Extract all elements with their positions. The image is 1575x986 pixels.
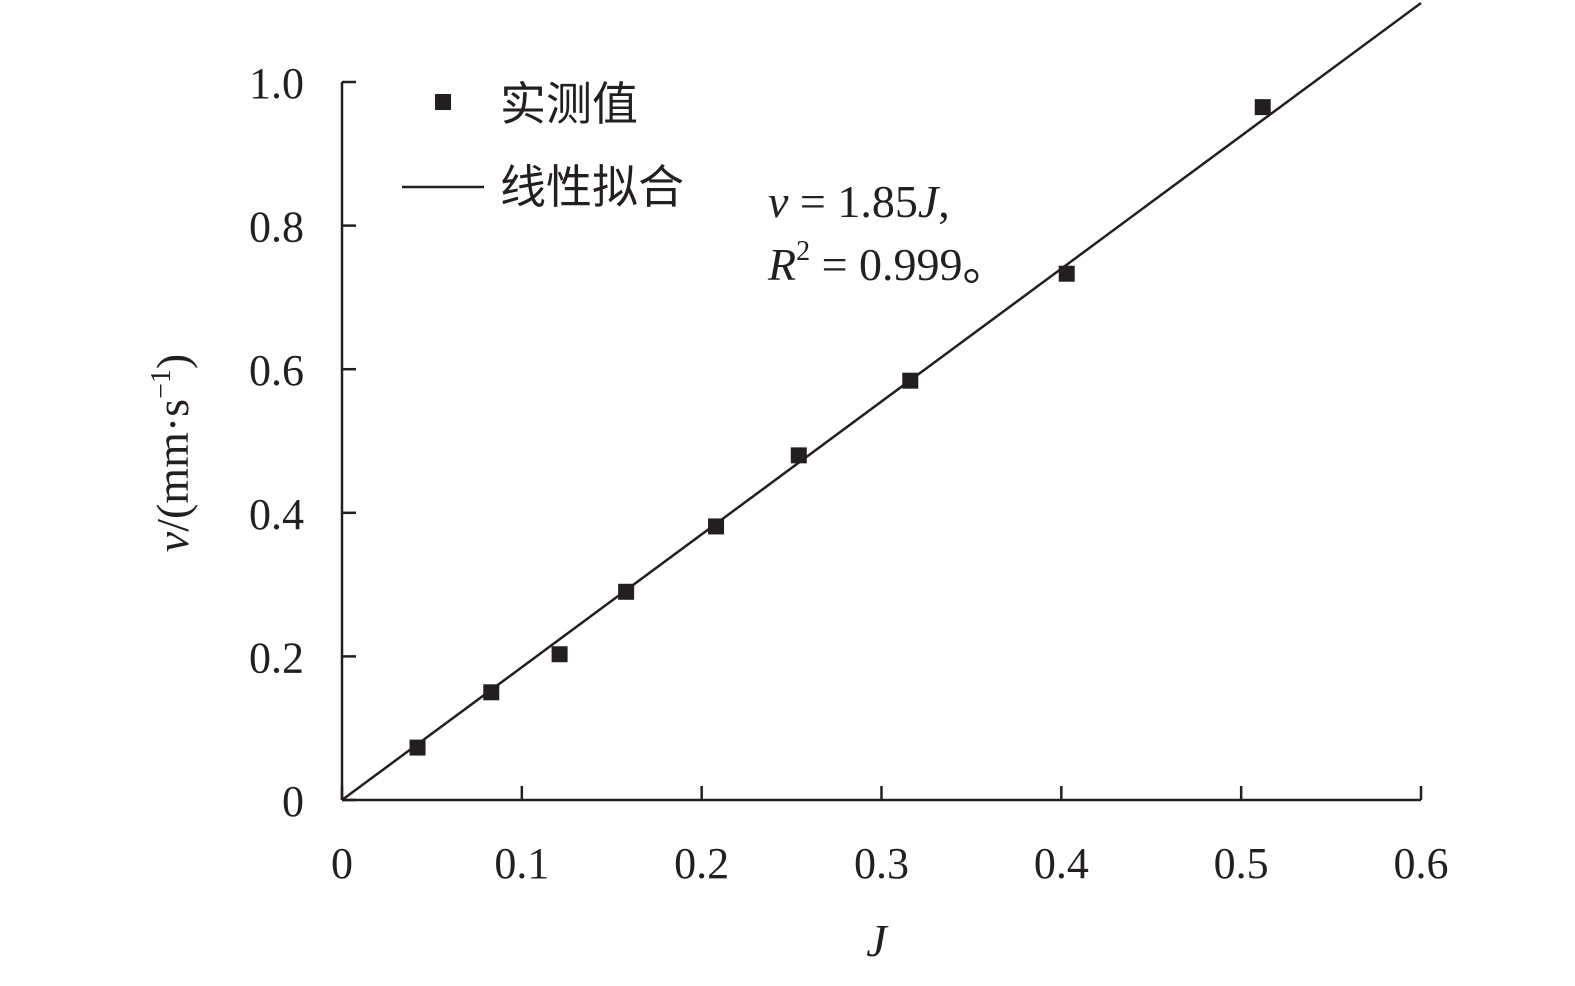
legend-marker-square	[435, 94, 451, 110]
x-tick-label: 0.6	[1394, 839, 1449, 888]
x-axis-title: J	[866, 915, 889, 966]
x-tick-label: 0.4	[1034, 839, 1089, 888]
data-point	[409, 739, 426, 756]
y-tick-label: 0.4	[249, 490, 304, 539]
y-tick-label: 0	[282, 777, 304, 826]
y-ticks: 0 0.2 0.4 0.6 0.8 1.0	[249, 59, 356, 826]
y-tick-label: 0.8	[249, 203, 304, 252]
r-superscript: 2	[796, 236, 810, 267]
r-squared: R2 = 0.999。	[767, 236, 1009, 290]
legend-label-fit: 线性拟合	[500, 160, 684, 214]
y-axis-title-close: )	[147, 354, 198, 369]
equation-J: J	[918, 176, 941, 227]
x-tick-label: 0.5	[1214, 839, 1269, 888]
data-point	[1254, 99, 1271, 116]
fit-equation-annotation: v = 1.85J, R2 = 0.999。	[767, 176, 1009, 290]
data-point	[551, 646, 568, 663]
r-symbol: R	[767, 239, 796, 290]
data-point	[1058, 265, 1075, 282]
data-point	[708, 518, 725, 535]
fit-equation: v = 1.85J,	[768, 176, 950, 227]
data-point	[902, 372, 919, 389]
series-layer	[341, 2, 1422, 802]
y-tick-label: 1.0	[249, 59, 304, 108]
x-tick-label: 0.3	[854, 839, 909, 888]
y-axis-title-unit: /(mm·s	[147, 399, 198, 532]
legend: 实测值 线性拟合	[402, 77, 684, 214]
y-axis-title: v/(mm·s−1)	[146, 354, 198, 552]
x-tick-label: 0	[331, 839, 353, 888]
equation-v: v	[768, 176, 789, 227]
x-tick-label: 0.2	[674, 839, 729, 888]
fit-line	[341, 2, 1422, 802]
y-axis-title-superscript: −1	[146, 369, 177, 399]
r-squared-value: = 0.999。	[810, 239, 1008, 290]
y-axis-title-symbol: v	[147, 531, 198, 552]
equation-comma: ,	[938, 176, 950, 227]
legend-label-measured: 实测值	[500, 77, 638, 131]
y-tick-label: 0.6	[249, 346, 304, 395]
data-point	[618, 583, 635, 600]
data-point	[790, 447, 807, 464]
x-tick-label: 0.1	[494, 839, 549, 888]
x-ticks: 0 0.1 0.2 0.3 0.4 0.5 0.6	[331, 786, 1449, 888]
equation-slope: = 1.85	[788, 176, 917, 227]
data-point	[483, 684, 500, 701]
y-tick-label: 0.2	[249, 633, 304, 682]
